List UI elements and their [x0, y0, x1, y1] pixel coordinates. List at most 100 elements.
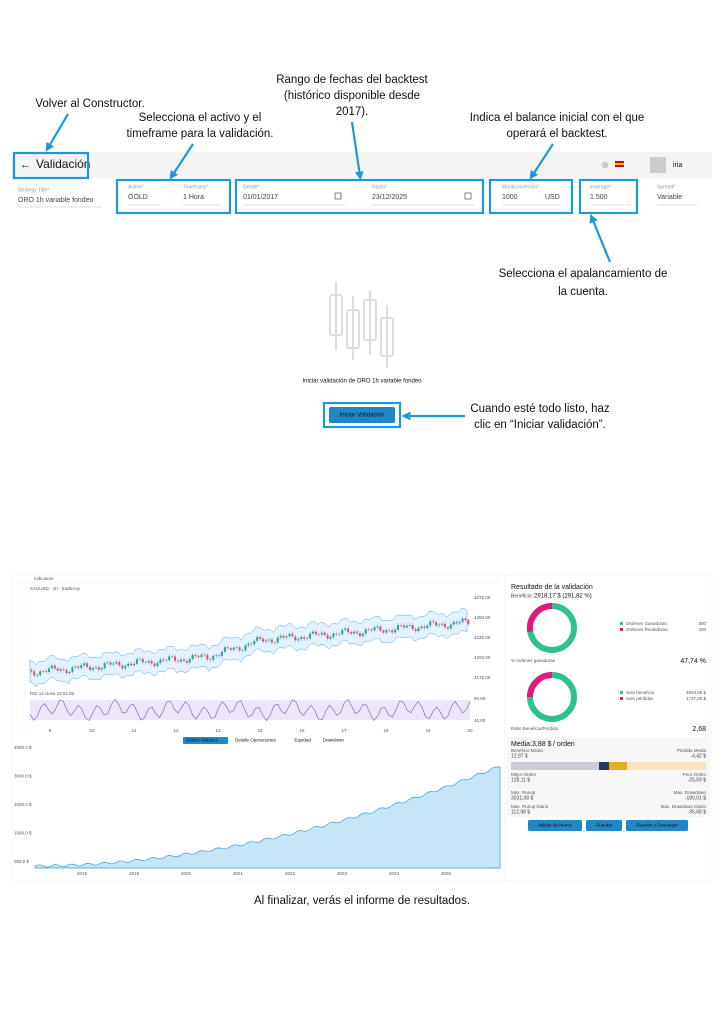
annotation: clic en “Iniciar validación”. — [474, 419, 606, 431]
candle-body — [115, 661, 118, 664]
page-title[interactable]: Validación — [36, 157, 90, 171]
button-label[interactable]: Guardar — [596, 823, 613, 828]
tab: Drawdown — [323, 738, 345, 743]
help-icon[interactable] — [601, 161, 609, 169]
legend: Solo beneficio — [626, 690, 655, 695]
candle-body — [53, 665, 56, 669]
calendar-icon[interactable] — [464, 192, 472, 200]
user-name[interactable]: iria — [673, 162, 682, 169]
candle-body — [197, 656, 200, 658]
field-value[interactable]: 01/01/2017 — [243, 194, 278, 201]
field-value[interactable]: 1000 — [502, 194, 518, 201]
x-label: 16 — [299, 728, 305, 733]
stat-label: Mejor Orden — [511, 772, 537, 777]
candle-body — [256, 637, 259, 641]
empty-message: Iniciar validación de ORO 1h variable fo… — [302, 379, 422, 385]
candle-body — [109, 662, 112, 665]
candle-body — [347, 628, 350, 633]
donut-slice — [527, 672, 553, 698]
candle-body — [323, 632, 326, 636]
button-label[interactable]: Validar de Nuevo — [538, 823, 573, 828]
candle-body — [138, 658, 141, 660]
profit-value: 2918,17 $ (291,82 %) — [534, 594, 592, 600]
candle-body — [446, 627, 449, 629]
field-label: Strategy Title* — [18, 187, 49, 193]
candles — [29, 608, 470, 688]
annotation: Indica el balance inicial con el que — [470, 112, 645, 124]
candle-body — [461, 618, 464, 623]
tab: Gráfico Balance — [186, 738, 219, 743]
rsi-label: RSI 14 close 14 51.82 — [30, 691, 75, 696]
arrow — [45, 113, 69, 152]
candle-body — [226, 647, 229, 649]
candle-body — [203, 654, 206, 656]
field-label: leverage* — [590, 184, 611, 190]
candle-body — [364, 629, 367, 634]
avatar[interactable] — [650, 157, 666, 173]
button-label[interactable]: Guardar y Descargar — [636, 823, 679, 828]
field-value[interactable]: ORO 1h variable fondeo — [18, 197, 94, 204]
candle-body — [420, 626, 423, 628]
stat-value: -95,68 $ — [688, 809, 707, 815]
field-label: Monto inversión* — [502, 184, 539, 190]
candle-body — [352, 631, 356, 634]
highlight — [115, 178, 232, 215]
year-label: 2018 — [77, 871, 88, 876]
candle-body — [165, 660, 168, 661]
field-suffix: USD — [545, 194, 560, 201]
price-label: 4275.00 — [474, 595, 491, 600]
legend-swatch — [620, 622, 623, 625]
candle-body — [291, 633, 294, 637]
candle-body — [229, 648, 232, 650]
field-label: Spread* — [657, 184, 675, 190]
button[interactable] — [528, 820, 582, 831]
annotation: Volver al Constructor. — [35, 98, 144, 110]
field-value[interactable]: 23/12/2025 — [372, 194, 407, 201]
arrow — [169, 143, 194, 180]
calendar-icon[interactable] — [334, 192, 342, 200]
candle-body — [297, 639, 300, 641]
field-value[interactable]: GOLD — [128, 194, 148, 201]
rsi-line — [29, 698, 471, 722]
indicators-button[interactable]: Indicators — [34, 576, 54, 581]
candle-body — [440, 623, 444, 625]
candle-body — [194, 655, 197, 657]
candle-body — [408, 625, 411, 626]
legend-swatch — [620, 628, 623, 631]
field-value[interactable]: 1 Hora — [183, 194, 204, 201]
annotation: 2017). — [336, 106, 369, 118]
field-label: Desde* — [243, 184, 259, 190]
candle-body — [262, 638, 265, 642]
candle-body — [127, 663, 130, 666]
rsi-band — [30, 700, 470, 720]
candle-body — [344, 628, 347, 630]
candle-body — [162, 659, 165, 661]
candle-body — [121, 665, 124, 669]
button[interactable] — [586, 820, 622, 831]
candle-body — [141, 658, 144, 663]
candle-body — [350, 632, 353, 634]
candle-body — [112, 663, 115, 665]
candle-body — [218, 655, 221, 656]
candle-body — [238, 647, 241, 651]
candle-body — [215, 655, 218, 656]
candle-body — [423, 626, 426, 628]
field-value[interactable]: 1:500 — [590, 194, 608, 201]
start-button[interactable] — [329, 407, 395, 423]
candle-body — [118, 661, 121, 666]
start-button-label[interactable]: Iniciar Validación — [340, 413, 385, 419]
field-label: Timeframe* — [183, 184, 209, 190]
stat-label: Max. Runup Diario — [511, 804, 549, 809]
stat-label: Max. Runup — [511, 790, 536, 795]
x-label: 15 — [257, 728, 263, 733]
candle-body — [370, 629, 373, 631]
legend-value: 4653,56 $ — [686, 690, 707, 695]
mean-unit: / orden — [553, 741, 575, 748]
candle-body — [285, 636, 288, 638]
field-value[interactable]: Variable — [657, 194, 682, 201]
button[interactable] — [626, 820, 688, 831]
donut-slice — [527, 603, 553, 633]
candle-body — [303, 637, 306, 639]
candle-body — [144, 662, 147, 663]
candle-body — [373, 627, 376, 631]
